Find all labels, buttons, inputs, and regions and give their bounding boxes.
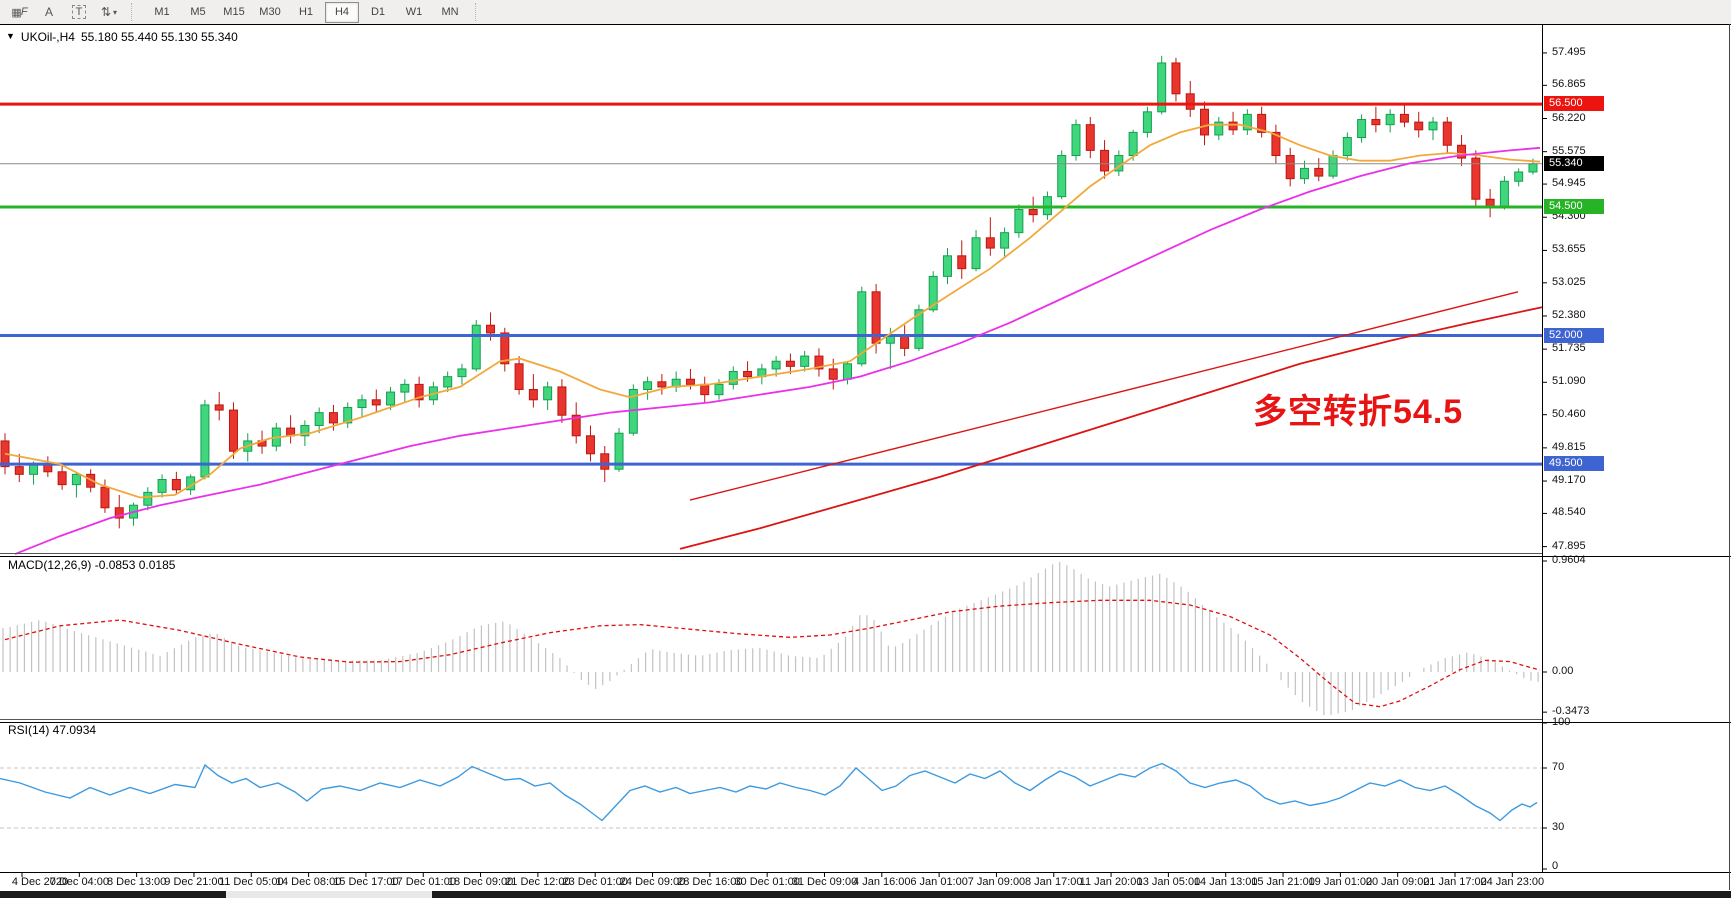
arrows-tool-icon[interactable]: ⇅ ▾ bbox=[100, 5, 118, 19]
price-badge: 56.500 bbox=[1544, 96, 1604, 112]
time-axis-label: 28 Dec 16:00 bbox=[677, 876, 743, 888]
text-label-icon[interactable]: T bbox=[66, 1, 92, 23]
time-axis-label: 11 Jan 20:00 bbox=[1079, 876, 1143, 888]
toolbar-separator bbox=[131, 3, 137, 21]
price-tick-label: 54.945 bbox=[1552, 177, 1586, 190]
time-axis-label: 17 Dec 01:00 bbox=[390, 876, 456, 888]
price-badge: 54.500 bbox=[1544, 198, 1604, 214]
toolbar-separator bbox=[475, 3, 481, 21]
timeframe-button-h4[interactable]: H4 bbox=[325, 1, 359, 23]
time-axis-label: 7 Dec 04:00 bbox=[49, 876, 109, 888]
timeframe-button-m1[interactable]: M1 bbox=[154, 6, 170, 18]
price-tick-label: 51.735 bbox=[1552, 342, 1586, 355]
dropdown-caret-icon: ▾ bbox=[113, 7, 118, 17]
macd-indicator-label: MACD(12,26,9) -0.0853 0.0185 bbox=[8, 558, 176, 572]
drawing-tools-group: ▦ F A T ⇅ ▾ bbox=[0, 0, 128, 24]
time-axis-label: 24 Dec 09:00 bbox=[619, 876, 686, 888]
time-axis-label: 8 Dec 13:00 bbox=[106, 876, 167, 888]
rsi-tick-label: 30 bbox=[1552, 821, 1565, 833]
price-badge: 49.500 bbox=[1544, 456, 1604, 472]
ohlc-values: 55.180 55.440 55.130 55.340 bbox=[80, 30, 238, 44]
time-axis-label: 31 Dec 09:00 bbox=[791, 876, 858, 888]
price-tick-label: 47.895 bbox=[1552, 539, 1586, 552]
time-axis-label: 6 Jan 01:00 bbox=[910, 876, 968, 888]
symbol-period-label: UKOil-,H4 bbox=[20, 30, 75, 44]
chart-canvas[interactable]: ▼ UKOil-,H4 55.180 55.440 55.130 55.340 … bbox=[0, 24, 1731, 899]
annotation-text[interactable]: 多空转折54.5 bbox=[1253, 393, 1464, 431]
time-axis-label: 7 Jan 09:00 bbox=[967, 876, 1026, 888]
time-axis-label: 4 Dec 2020 bbox=[11, 876, 69, 888]
rsi-tick-label: 100 bbox=[1552, 716, 1571, 728]
price-badge: 52.000 bbox=[1544, 327, 1604, 343]
rsi-indicator-label: RSI(14) 47.0934 bbox=[8, 723, 97, 737]
time-axis-label: 14 Jan 13:00 bbox=[1193, 876, 1258, 888]
time-axis-label: 14 Dec 08:00 bbox=[275, 876, 342, 888]
price-tick-label: 49.170 bbox=[1552, 474, 1586, 487]
price-tick-label: 56.220 bbox=[1552, 111, 1586, 124]
time-axis-label: 9 Dec 21:00 bbox=[164, 876, 224, 888]
time-axis-label: 20 Jan 09:00 bbox=[1365, 876, 1430, 888]
time-axis-label: 23 Dec 01:00 bbox=[562, 876, 628, 888]
timeframe-buttons-group: M1 M5 M15 M30 H1 H4 D1 W1 MN bbox=[140, 0, 472, 24]
time-axis-label: 24 Jan 23:00 bbox=[1480, 876, 1545, 888]
price-tick-label: 51.090 bbox=[1552, 375, 1586, 388]
time-axis-label: 13 Jan 05:00 bbox=[1136, 876, 1201, 888]
timeframe-button-mn[interactable]: MN bbox=[441, 6, 459, 18]
macd-tick-label: -0.3473 bbox=[1552, 705, 1590, 718]
grid-f-icon[interactable]: ▦ F bbox=[11, 6, 27, 19]
timeframe-button-m5[interactable]: M5 bbox=[190, 6, 206, 18]
price-tick-label: 53.025 bbox=[1552, 275, 1586, 288]
time-axis-label: 4 Jan 16:00 bbox=[853, 876, 911, 888]
rsi-tick-label: 0 bbox=[1552, 860, 1559, 872]
time-axis-label: 21 Dec 12:00 bbox=[505, 876, 571, 888]
toolbar: ▦ F A T ⇅ ▾ M1 M5 M15 M30 H1 H4 D1 W1 MN bbox=[0, 0, 1731, 25]
price-tick-label: 49.815 bbox=[1552, 440, 1586, 453]
macd-tick-label: 0.00 bbox=[1552, 665, 1574, 677]
price-tick-label: 55.575 bbox=[1552, 144, 1586, 157]
price-tick-label: 53.655 bbox=[1552, 243, 1586, 256]
time-axis-label: 21 Jan 17:00 bbox=[1423, 876, 1487, 888]
time-axis-label: 30 Dec 01:00 bbox=[734, 876, 800, 888]
chart-title: ▼ UKOil-,H4 55.180 55.440 55.130 55.340 bbox=[6, 30, 238, 44]
text-annotation-icon[interactable]: A bbox=[44, 5, 53, 19]
timeframe-button-m30[interactable]: M30 bbox=[259, 6, 281, 18]
price-badge: 55.340 bbox=[1544, 155, 1604, 171]
timeframe-button-h1[interactable]: H1 bbox=[298, 6, 314, 18]
price-tick-label: 48.540 bbox=[1552, 506, 1586, 519]
macd-tick-label: 0.9604 bbox=[1552, 553, 1586, 566]
time-axis-label: 15 Jan 21:00 bbox=[1251, 876, 1315, 888]
price-tick-label: 52.380 bbox=[1552, 308, 1586, 321]
time-axis-label: 15 Dec 17:00 bbox=[333, 876, 399, 888]
timeframe-button-w1[interactable]: W1 bbox=[405, 6, 423, 18]
timeframe-button-d1[interactable]: D1 bbox=[370, 6, 386, 18]
time-axis-label: 8 Jan 17:00 bbox=[1025, 876, 1083, 888]
price-tick-label: 56.865 bbox=[1552, 78, 1586, 91]
price-tick-label: 50.460 bbox=[1552, 407, 1586, 420]
time-axis-label: 11 Dec 05:00 bbox=[218, 876, 284, 888]
rsi-tick-label: 70 bbox=[1552, 761, 1565, 773]
symbol-dropdown-icon[interactable]: ▼ bbox=[6, 31, 15, 41]
time-axis-label: 18 Dec 09:00 bbox=[447, 876, 514, 888]
time-axis-label: 19 Jan 01:00 bbox=[1308, 876, 1373, 888]
timeframe-button-m15[interactable]: M15 bbox=[223, 6, 245, 18]
price-tick-label: 57.495 bbox=[1552, 45, 1586, 58]
chart-graphics bbox=[0, 24, 1731, 899]
